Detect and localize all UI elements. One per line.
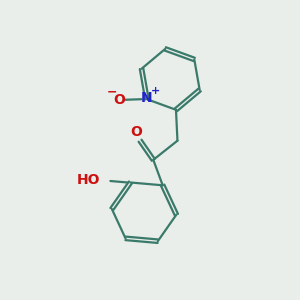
Text: N: N [141,91,153,105]
Text: +: + [151,86,160,96]
Text: O: O [113,93,125,107]
Text: HO: HO [77,173,100,187]
Text: O: O [130,125,142,139]
Text: −: − [106,86,117,99]
